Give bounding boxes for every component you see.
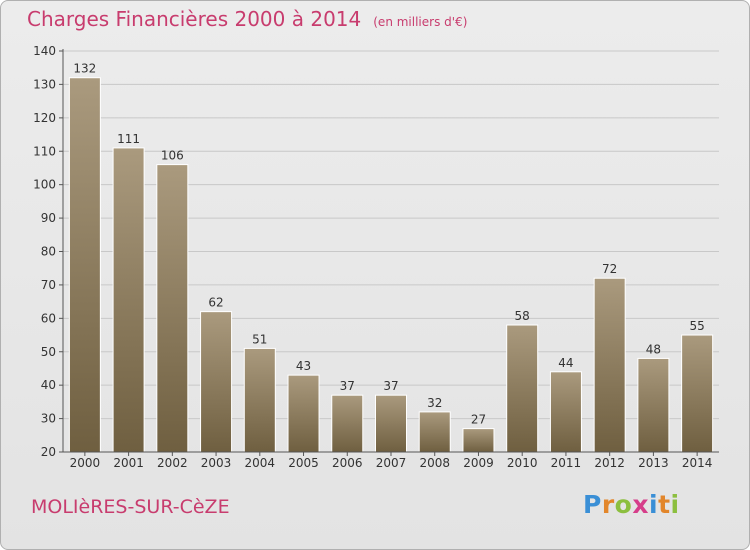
x-tick-label: 2007 — [376, 456, 407, 470]
y-tick-label: 30 — [41, 412, 56, 426]
bar — [331, 394, 364, 453]
x-tick-label: 2001 — [113, 456, 144, 470]
bar-value-label: 51 — [252, 332, 267, 346]
bar-value-label: 43 — [296, 359, 311, 373]
y-tick-label: 60 — [41, 311, 56, 325]
x-tick-label: 2002 — [157, 456, 188, 470]
logo-letter: r — [601, 490, 615, 519]
x-tick-label: 2010 — [507, 456, 538, 470]
x-tick-label: 2006 — [332, 456, 363, 470]
bar — [200, 311, 233, 453]
logo-letter: P — [583, 490, 602, 519]
y-tick-label: 120 — [33, 111, 56, 125]
bar — [462, 428, 495, 453]
x-tick-label: 2013 — [638, 456, 669, 470]
bar-value-label: 48 — [646, 342, 661, 356]
x-tick-label: 2008 — [419, 456, 450, 470]
x-tick-label: 2012 — [594, 456, 625, 470]
bar-value-label: 62 — [208, 296, 223, 310]
axes — [59, 49, 719, 456]
y-tick-label: 100 — [33, 178, 56, 192]
bar — [156, 164, 189, 453]
bar-value-label: 111 — [117, 132, 140, 146]
y-tick-label: 90 — [41, 211, 56, 225]
bar — [681, 334, 714, 453]
x-tick-label: 2005 — [288, 456, 319, 470]
bar — [243, 347, 276, 453]
bar-value-label: 55 — [689, 319, 704, 333]
bar-value-label: 44 — [558, 356, 573, 370]
logo-letter: i — [670, 490, 680, 519]
y-tick-label: 140 — [33, 44, 56, 58]
bars — [68, 77, 714, 453]
x-tick-label: 2009 — [463, 456, 494, 470]
bar — [549, 371, 582, 453]
bar-value-label: 132 — [73, 62, 96, 76]
x-tick-label: 2014 — [682, 456, 713, 470]
x-tick-label: 2011 — [551, 456, 582, 470]
bar — [593, 277, 626, 453]
x-tick-label: 2000 — [70, 456, 101, 470]
bar-value-label: 106 — [161, 149, 184, 163]
bar — [287, 374, 320, 453]
labels: 20 30 40 50 60 70 80 90 100 110 120 130 140 132 2000 11… — [33, 44, 712, 470]
bar — [375, 394, 407, 453]
y-tick-label: 70 — [41, 278, 56, 292]
bar — [506, 324, 539, 453]
y-tick-label: 130 — [33, 77, 56, 91]
y-tick-label: 80 — [41, 245, 56, 259]
logo-letter: o — [614, 490, 633, 519]
y-tick-label: 110 — [33, 144, 56, 158]
bar — [68, 77, 101, 453]
y-tick-label: 40 — [41, 378, 56, 392]
bar — [637, 357, 670, 453]
commune-name: MOLIèRES-SUR-CèZE — [31, 496, 230, 518]
bar-value-label: 72 — [602, 262, 617, 276]
y-tick-label: 50 — [41, 345, 56, 359]
x-tick-label: 2003 — [201, 456, 232, 470]
bar — [418, 411, 451, 453]
logo-letter: t — [658, 490, 671, 519]
bar-value-label: 32 — [427, 396, 442, 410]
bar-value-label: 37 — [340, 379, 355, 393]
bar — [112, 147, 145, 453]
bar-value-label: 37 — [383, 379, 398, 393]
chart-title-text: Charges Financières 2000 à 2014 — [27, 7, 362, 31]
chart-unit: (en milliers d'€) — [373, 15, 468, 29]
logo-letter: i — [649, 490, 659, 519]
bar-value-label: 27 — [471, 413, 486, 427]
logo-letter: x — [632, 490, 649, 519]
y-tick-label: 20 — [41, 445, 56, 459]
bar-value-label: 58 — [515, 309, 530, 323]
x-tick-label: 2004 — [245, 456, 276, 470]
proxiti-logo: Proxiti — [583, 490, 680, 519]
chart-title: Charges Financières 2000 à 2014 (en milli… — [27, 7, 467, 31]
